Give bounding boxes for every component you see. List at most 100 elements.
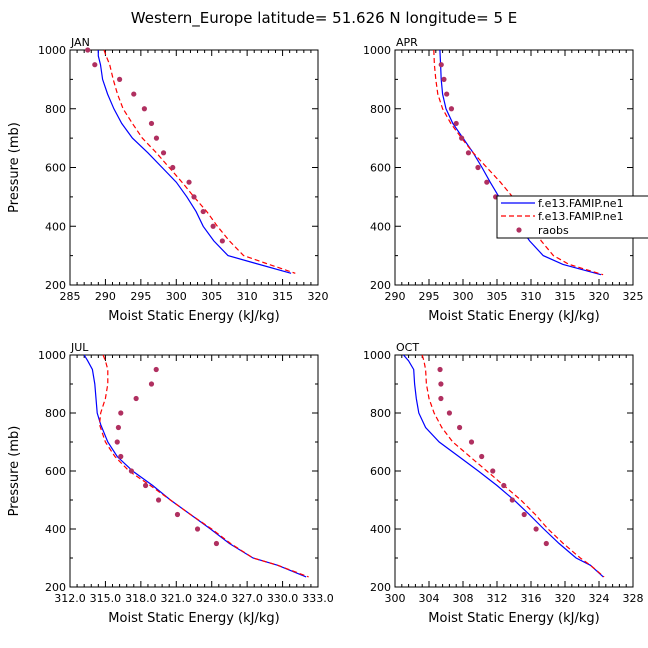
x-tick-label: 320 [589,290,610,303]
model-line-solid [97,50,292,274]
raobs-point [438,395,444,402]
raobs-point [509,497,515,503]
x-tick-label: 324.0 [196,592,228,605]
y-axis-label: Pressure (mb) [7,426,22,517]
x-tick-label: 312 [487,592,508,605]
y-tick-label: 800 [370,103,391,116]
raobs-point [191,194,197,200]
model-line-solid [439,49,602,276]
x-tick-label: 312.0 [54,592,86,605]
raobs-point [155,497,162,503]
raobs-point [446,410,452,416]
x-tick-label: 324 [589,592,610,605]
raobs-point [170,164,176,171]
x-tick-label: 320 [308,290,329,303]
raobs-point [174,511,181,518]
raobs-point [475,164,481,171]
model-line-dashed [103,49,296,274]
raobs-point [114,439,120,445]
legend-label: raobs [538,224,569,237]
raobs-point [153,135,160,141]
legend-label: f.e13.FAMIP.ne1 [538,210,624,223]
x-tick-label: 320 [555,592,576,605]
raobs-point [85,47,91,53]
model-line-solid [83,354,307,578]
raobs-point [141,106,147,112]
x-tick-label: 310 [237,290,258,303]
panel-title: OCT [396,341,419,354]
raobs-point [148,381,155,387]
y-tick-label: 800 [45,407,66,420]
y-tick-label: 200 [45,279,66,292]
raobs-point [459,135,465,141]
y-tick-label: 1000 [363,349,391,362]
x-axis-label: Moist Static Energy (kJ/kg) [108,309,279,324]
plot-frame [394,354,634,588]
x-tick-label: 300 [385,592,406,605]
y-tick-label: 200 [370,279,391,292]
x-tick-label: 321.0 [161,592,193,605]
x-tick-label: 325 [623,290,644,303]
x-axis-label: Moist Static Energy (kJ/kg) [428,611,599,626]
y-tick-label: 800 [45,103,66,116]
raobs-point [115,424,122,431]
x-tick-label: 304 [419,592,440,605]
raobs-point [160,150,167,156]
y-tick-label: 1000 [38,44,66,57]
raobs-point [194,526,201,532]
legend-label: f.e13.FAMIP.ne1 [538,197,624,210]
raobs-point [213,540,220,547]
raobs-point [453,120,459,127]
raobs-point [210,223,216,229]
y-tick-label: 600 [370,162,391,175]
raobs-point [457,424,463,431]
raobs-point [437,366,443,373]
raobs-point [501,482,507,489]
panel-oct: 300 304 308 312 316 320 324 328 200 400 600 800 1000… [363,341,644,626]
panel-title: JUL [70,341,89,354]
raobs-point [490,468,496,474]
y-tick-label: 600 [45,465,66,478]
raobs-point [117,76,123,82]
x-tick-label: 316 [521,592,542,605]
x-tick-label: 300 [453,290,474,303]
raobs-point [444,91,450,97]
raobs-point [479,453,485,460]
panel-title: JAN [70,36,90,49]
raobs-point [200,208,206,215]
x-tick-label: 290 [95,290,116,303]
x-tick-label: 295 [419,290,440,303]
model-line-solid [403,354,604,578]
y-tick-label: 1000 [38,349,66,362]
panel-apr: 290 295 300 305 310 315 320 325 200 400 600 800 1000… [363,36,644,324]
x-axis-label: Moist Static Energy (kJ/kg) [108,611,279,626]
raobs-point [131,91,137,97]
x-tick-label: 318.0 [125,592,157,605]
x-axis-label: Moist Static Energy (kJ/kg) [428,309,599,324]
figure-title: Western_Europe latitude= 51.626 N longit… [131,9,517,28]
raobs-point [148,120,155,127]
raobs-point [118,453,124,460]
x-tick-label: 295 [130,290,151,303]
panel-jul: 312.0 315.0 318.0 321.0 324.0 327.0 330.0 333.0… [7,341,334,626]
y-tick-label: 400 [370,523,391,536]
raobs-point [133,395,139,402]
raobs-point [521,511,527,518]
raobs-point [441,76,447,82]
y-tick-label: 200 [370,581,391,594]
y-axis-label: Pressure (mb) [7,122,22,213]
x-tick-label: 300 [166,290,187,303]
raobs-point [219,238,225,244]
x-tick-label: 330.0 [267,592,299,605]
x-tick-label: 315.0 [90,592,122,605]
panel-jan: 285 290 295 300 305 310 315 320 200 400 600 800 1000… [7,36,329,324]
x-tick-label: 328 [623,592,644,605]
raobs-point [543,540,549,547]
y-tick-label: 200 [45,581,66,594]
x-tick-label: 327.0 [231,592,263,605]
legend-dot-icon [516,227,522,233]
x-tick-label: 315 [272,290,293,303]
plot-frame [394,49,634,286]
x-tick-label: 310 [521,290,542,303]
